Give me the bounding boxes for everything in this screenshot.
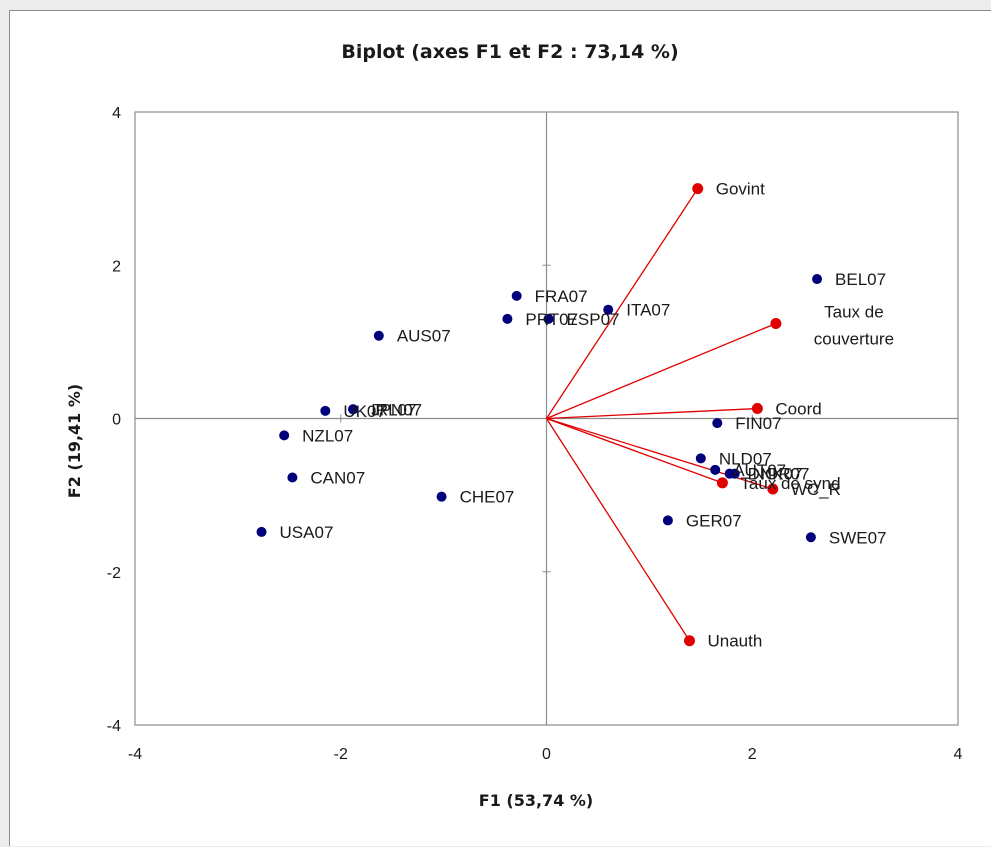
x-tick-label: -4: [128, 746, 142, 763]
variable-vector: [545, 188, 699, 419]
tick-labels: -4 -2 0 2 4 -4 -2 0 2 4: [107, 105, 963, 763]
observation-point: [543, 313, 554, 324]
variable-point: [770, 317, 782, 329]
observation-label: JPN07: [371, 400, 422, 419]
x-tick-label: 0: [542, 746, 551, 763]
x-axis-label: F1 (53,74 %): [479, 791, 593, 810]
x-tick-label: -2: [334, 746, 348, 763]
observation-point: [256, 526, 267, 537]
observation-point: [502, 313, 513, 324]
observation-point: [436, 491, 447, 502]
observation-label: GER07: [686, 511, 742, 530]
observation-point: [695, 453, 706, 464]
observation-point: [805, 532, 816, 543]
observation-label: ESP07: [567, 310, 620, 329]
observation-label: IRL07: [371, 400, 416, 419]
variable-point: [692, 183, 704, 195]
observation-label: FIN07: [735, 414, 781, 433]
observation-label: CHE07: [460, 488, 515, 507]
y-tick-label: 4: [112, 105, 121, 122]
observation-point: [710, 464, 721, 475]
observation-point: [373, 330, 384, 341]
observation-label: NOR07: [753, 465, 810, 484]
variable-vector: [546, 417, 723, 484]
variable-label: WC_R: [791, 480, 841, 499]
variable-point: [767, 483, 779, 495]
observation-label: PRT07: [525, 310, 578, 329]
variable-label: couverture: [814, 329, 894, 348]
observation-point: [320, 405, 331, 416]
variable-label: Unauth: [707, 632, 762, 651]
y-tick-label: -2: [107, 565, 121, 582]
y-axis-label: F2 (19,41 %): [65, 384, 84, 498]
observation-point: [348, 404, 359, 415]
observation-point: [729, 468, 740, 479]
variable-vector: [546, 407, 758, 420]
variable-vector: [546, 322, 777, 420]
variable-point: [716, 477, 728, 489]
observation-point: [287, 472, 298, 483]
y-tick-label: 2: [112, 258, 121, 275]
x-tick-label: 4: [954, 746, 963, 763]
observation-label: SWE07: [829, 528, 887, 547]
observation-point: [662, 515, 673, 526]
observation-label: FRA07: [535, 287, 588, 306]
variable-vector: [545, 418, 691, 642]
data-points: [256, 183, 823, 647]
observation-label: BEL07: [835, 270, 886, 289]
observation-label: CAN07: [310, 469, 365, 488]
observation-label: NZL07: [302, 426, 353, 445]
observation-point: [712, 418, 723, 429]
observation-label: AUT07: [733, 461, 786, 480]
variable-point: [751, 403, 763, 415]
y-tick-label: -4: [107, 718, 121, 735]
observation-label: USA07: [280, 523, 334, 542]
variable-label: Govint: [716, 180, 765, 199]
observation-label: ITA07: [626, 301, 670, 320]
observation-label: NLD07: [719, 449, 772, 468]
observation-point: [279, 430, 290, 441]
observation-label: UK07: [343, 402, 386, 421]
y-tick-label: 0: [112, 412, 121, 429]
chart-frame: Biplot (axes F1 et F2 : 73,14 %) -4 -2 0 2 4…: [9, 10, 991, 846]
variable-point: [683, 635, 695, 647]
observation-point: [812, 274, 823, 285]
observation-point: [511, 290, 522, 301]
observation-label: DNK07: [748, 465, 803, 484]
chart-title: Biplot (axes F1 et F2 : 73,14 %): [341, 41, 678, 63]
observation-label: AUS07: [397, 327, 451, 346]
variable-label: Taux de synd: [740, 474, 840, 493]
biplot-chart: Biplot (axes F1 et F2 : 73,14 %) -4 -2 0 2 4…: [65, 41, 963, 810]
x-tick-label: 2: [748, 746, 757, 763]
variable-label: Taux de: [824, 302, 884, 321]
observation-point: [603, 304, 614, 315]
variable-label: Coord: [775, 400, 821, 419]
